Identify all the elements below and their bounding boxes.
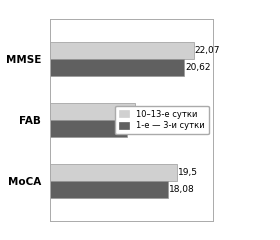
Bar <box>50 42 194 59</box>
Bar <box>50 181 168 198</box>
Text: 22,07: 22,07 <box>195 46 220 55</box>
Text: 20,62: 20,62 <box>185 63 211 72</box>
Text: 18,08: 18,08 <box>169 185 195 194</box>
Bar <box>50 164 177 181</box>
Text: 11,78: 11,78 <box>128 124 154 133</box>
Bar <box>50 59 184 76</box>
Text: 13,1: 13,1 <box>136 107 157 116</box>
Bar <box>50 120 127 137</box>
Bar <box>50 103 136 120</box>
Legend: 10–13-е сутки, 1-е — 3-и сутки: 10–13-е сутки, 1-е — 3-и сутки <box>115 106 209 134</box>
Text: 19,5: 19,5 <box>178 168 198 177</box>
